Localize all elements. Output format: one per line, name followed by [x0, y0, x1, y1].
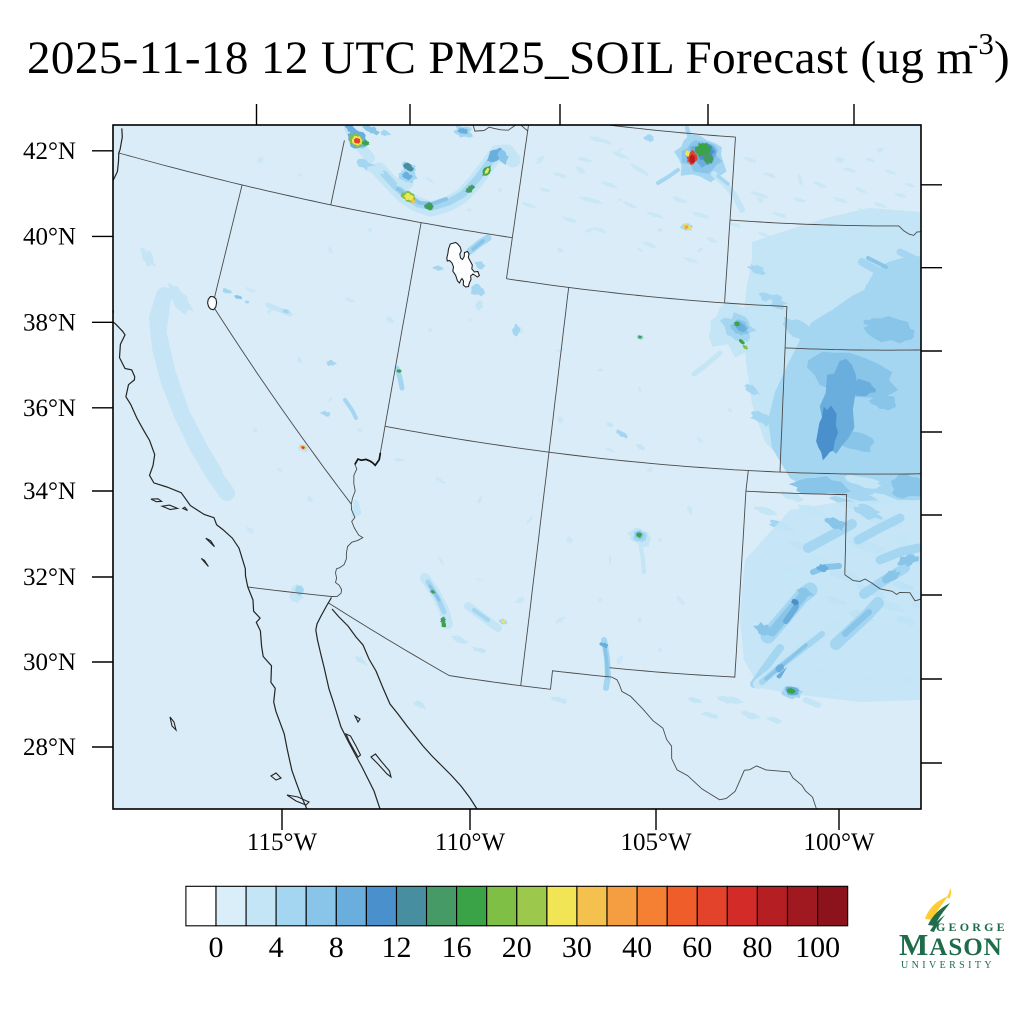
svg-text:UNIVERSITY: UNIVERSITY [901, 960, 995, 971]
svg-text:2025-11-18 12 UTC PM25_SOIL Fo: 2025-11-18 12 UTC PM25_SOIL Forecast (ug… [27, 32, 973, 84]
svg-text:8: 8 [329, 931, 344, 964]
svg-text:30: 30 [562, 931, 592, 964]
svg-text:4: 4 [269, 931, 284, 964]
svg-text:115°W: 115°W [247, 829, 318, 856]
svg-text:-3: -3 [968, 26, 994, 61]
svg-text:100: 100 [795, 931, 840, 964]
svg-text:36°N: 36°N [23, 395, 76, 422]
svg-text:40: 40 [622, 931, 652, 964]
svg-text:34°N: 34°N [23, 478, 76, 505]
svg-text:12: 12 [382, 931, 412, 964]
svg-text:38°N: 38°N [23, 309, 76, 336]
svg-text:100°W: 100°W [803, 829, 874, 856]
svg-text:42°N: 42°N [23, 138, 76, 165]
svg-text:GEORGE: GEORGE [936, 920, 1008, 934]
svg-text:20: 20 [502, 931, 532, 964]
svg-text:40°N: 40°N [23, 223, 76, 250]
svg-text:80: 80 [742, 931, 772, 964]
svg-text:30°N: 30°N [23, 649, 76, 676]
svg-text:28°N: 28°N [23, 734, 76, 761]
svg-text:105°W: 105°W [620, 829, 691, 856]
svg-text:0: 0 [209, 931, 224, 964]
svg-text:110°W: 110°W [435, 829, 506, 856]
svg-text:60: 60 [682, 931, 712, 964]
svg-text:): ) [994, 32, 1010, 84]
svg-text:32°N: 32°N [23, 564, 76, 591]
svg-text:16: 16 [442, 931, 472, 964]
